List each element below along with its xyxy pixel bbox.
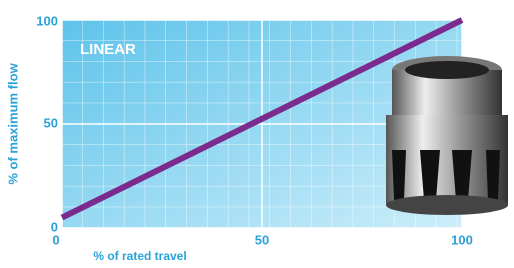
chart: LINEAR % of maximum flow % of rated trav… (0, 0, 514, 268)
annotation: LINEAR (80, 41, 136, 58)
x-axis-label: % of rated travel (93, 249, 186, 263)
y-axis-label: % of maximum flow (5, 62, 20, 184)
valve-image (386, 56, 508, 215)
x-tick-label: 50 (255, 232, 269, 247)
y-tick-label: 50 (44, 115, 58, 130)
y-tick-label: 100 (36, 13, 58, 28)
x-tick-label: 0 (52, 232, 59, 247)
x-tick-label: 100 (451, 232, 473, 247)
